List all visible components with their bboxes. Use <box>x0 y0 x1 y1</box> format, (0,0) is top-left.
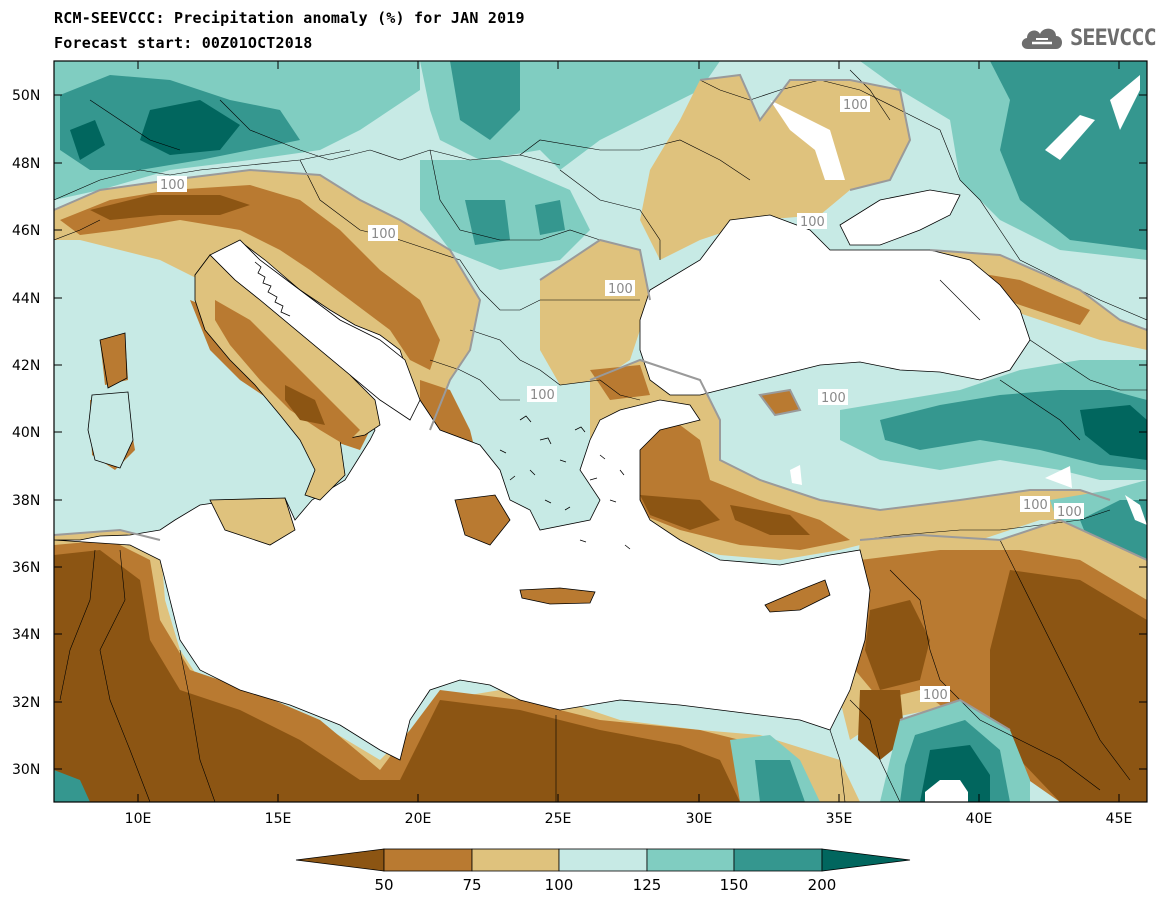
field-very-dry-africa <box>54 550 740 802</box>
country-borders <box>54 69 1147 802</box>
field-extreme-wet-germany <box>140 100 240 155</box>
latitude-axis: 50N 48N 46N 44N 42N 40N 38N 36N 34N 32N … <box>12 88 1147 778</box>
contour-label: 100 <box>530 388 555 403</box>
field-extreme-wet-west <box>70 120 105 160</box>
field-very-wet-poland <box>450 61 520 140</box>
italy-very-dry-core <box>285 385 325 425</box>
field-very-dry-turkey-2 <box>730 505 810 535</box>
colorbar-label: 150 <box>720 876 749 894</box>
sea-of-azov <box>839 189 961 246</box>
field-very-dry-iraq <box>990 570 1147 802</box>
colorbar-label: 75 <box>462 876 481 894</box>
white-patch-saudi <box>925 780 968 802</box>
contour-label: 100 <box>1057 505 1082 520</box>
crete-island <box>519 587 596 605</box>
field-very-wet-sinai <box>755 760 805 802</box>
field-very-wet-hungary <box>465 200 510 245</box>
field-dry-anatolia-patch <box>760 390 800 415</box>
map-area: 100 100 100 100 100 100 100 100 100 100 <box>54 61 1147 802</box>
lat-tick-label: 48N <box>12 156 40 172</box>
colorbar-label: 100 <box>545 876 574 894</box>
white-patch-anatolia <box>790 465 802 485</box>
field-dry-alps <box>60 185 440 370</box>
contour-label: 100 <box>800 215 825 230</box>
colorbar-segment <box>295 848 385 872</box>
peloponnese-land <box>454 494 511 546</box>
field-very-dry-alps <box>90 195 250 220</box>
colorbar-segment <box>821 848 911 872</box>
contour-label: 100 <box>160 178 185 193</box>
contour-label: 100 <box>923 688 948 703</box>
lon-tick-label: 20E <box>405 811 432 827</box>
field-very-dry-jordan <box>858 690 905 760</box>
aegean-islands <box>499 415 631 550</box>
field-very-wet-russia <box>990 61 1147 250</box>
field-very-dry-turkey <box>640 495 720 530</box>
lat-tick-label: 32N <box>12 695 40 711</box>
lat-tick-label: 34N <box>12 627 40 643</box>
lat-tick-label: 44N <box>12 291 40 307</box>
tyrrhenian-coast-sardinia <box>87 391 134 469</box>
field-extreme-wet-east-turkey <box>1080 405 1147 460</box>
cyprus-island <box>764 579 831 613</box>
seevccc-logo: SEEVCCC <box>1018 22 1157 54</box>
contour-label: 100 <box>1023 498 1048 513</box>
contour-label: 100 <box>843 98 868 113</box>
colorbar-segment <box>471 848 560 872</box>
contour-label: 100 <box>371 227 396 242</box>
colorbar-label: 50 <box>374 876 393 894</box>
lon-tick-label: 45E <box>1106 811 1133 827</box>
colorbar-label: 125 <box>633 876 662 894</box>
white-patch-iran <box>1125 495 1147 525</box>
colorbar-segment <box>558 848 648 872</box>
contour-label: 100 <box>821 391 846 406</box>
colorbar-segment <box>646 848 735 872</box>
contour-label-group: 100 100 100 100 100 100 100 100 100 100 <box>157 96 1084 703</box>
lon-tick-label: 40E <box>966 811 993 827</box>
lat-tick-label: 50N <box>12 88 40 104</box>
forecast-start-subtitle: Forecast start: 00Z01OCT2018 <box>54 34 313 52</box>
white-patch-russia <box>1045 115 1095 160</box>
field-very-dry-levant <box>865 600 930 690</box>
colorbar: 50 75 100 125 150 200 <box>295 848 911 894</box>
dalmatian-coast <box>254 261 291 317</box>
logo-text: SEEVCCC <box>1070 25 1157 51</box>
lon-tick-label: 10E <box>125 811 152 827</box>
corsica-island <box>99 332 128 389</box>
colorbar-label: 200 <box>808 876 837 894</box>
contour-label: 100 <box>608 282 633 297</box>
colorbar-segment <box>733 848 823 872</box>
white-patch-russia-2 <box>1110 75 1140 130</box>
lat-tick-label: 42N <box>12 358 40 374</box>
field-slightly-dry-romania <box>540 240 650 385</box>
colorbar-segment <box>383 848 473 872</box>
white-patch-turkey <box>1045 466 1072 488</box>
lat-tick-label: 40N <box>12 425 40 441</box>
lon-tick-label: 25E <box>545 811 572 827</box>
lat-tick-label: 46N <box>12 223 40 239</box>
map-title: RCM-SEEVCCC: Precipitation anomaly (%) f… <box>54 9 525 27</box>
italy-dry-core <box>215 300 360 445</box>
longitude-axis: 10E 15E 20E 25E 30E 35E 40E 45E <box>125 61 1133 827</box>
lon-tick-label: 35E <box>826 811 853 827</box>
cloud-icon <box>1021 28 1062 49</box>
sicily-island <box>209 497 296 546</box>
lat-tick-label: 38N <box>12 493 40 509</box>
field-slightly-dry-ukraine <box>640 75 910 260</box>
lon-tick-label: 15E <box>265 811 292 827</box>
lon-tick-label: 30E <box>686 811 713 827</box>
black-sea <box>639 214 1031 396</box>
lat-tick-label: 36N <box>12 560 40 576</box>
lat-tick-label: 30N <box>12 762 40 778</box>
field-extreme-wet-sw <box>54 770 90 802</box>
white-patch-ukraine <box>770 100 845 180</box>
field-very-wet-hungary-2 <box>535 200 565 235</box>
